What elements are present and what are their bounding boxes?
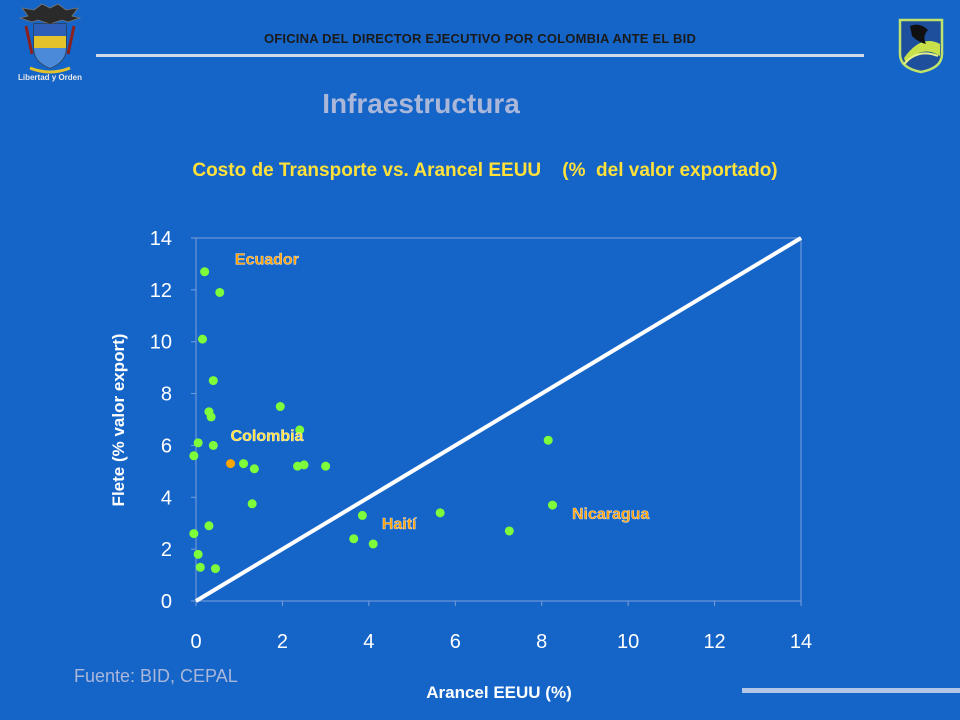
reference-diagonal-line bbox=[194, 236, 803, 603]
data-point bbox=[189, 529, 199, 539]
data-point bbox=[193, 549, 203, 559]
data-point bbox=[189, 451, 199, 461]
data-point bbox=[200, 267, 210, 277]
data-point bbox=[275, 402, 285, 412]
y-tick-label: 12 bbox=[150, 280, 172, 302]
data-point bbox=[435, 508, 445, 518]
annotation-hait: Haití bbox=[382, 516, 417, 533]
data-point bbox=[208, 376, 218, 386]
data-point bbox=[357, 510, 367, 520]
data-point bbox=[349, 534, 359, 544]
x-tick-label: 14 bbox=[790, 631, 812, 653]
data-point bbox=[208, 440, 218, 450]
y-tick-label: 2 bbox=[161, 539, 172, 561]
plot-area bbox=[195, 237, 802, 602]
x-tick-label: 4 bbox=[363, 631, 374, 653]
x-tick-label: 6 bbox=[450, 631, 461, 653]
y-tick-label: 14 bbox=[150, 228, 172, 250]
y-tick-label: 8 bbox=[161, 384, 172, 406]
annotation-colombia: Colombia bbox=[231, 428, 304, 445]
y-tick-label: 6 bbox=[161, 435, 172, 457]
source-note: Fuente: BID, CEPAL bbox=[74, 666, 238, 686]
data-point bbox=[368, 539, 378, 549]
x-tick-label: 2 bbox=[277, 631, 288, 653]
x-tick-label: 10 bbox=[617, 631, 639, 653]
data-point bbox=[504, 526, 514, 536]
x-tick-label: 12 bbox=[703, 631, 725, 653]
x-tick-label: 8 bbox=[536, 631, 547, 653]
bid-emblem-icon bbox=[898, 18, 944, 74]
data-point bbox=[195, 562, 205, 572]
data-point bbox=[197, 334, 207, 344]
data-point bbox=[206, 412, 216, 422]
data-point bbox=[295, 425, 305, 435]
x-tick-label: 0 bbox=[190, 631, 201, 653]
y-axis-label: Flete (% valor export) bbox=[109, 334, 128, 507]
coat-of-arms-caption: Libertad y Orden bbox=[18, 73, 82, 82]
data-point bbox=[548, 500, 558, 510]
x-axis-label: Arancel EEUU (%) bbox=[426, 683, 571, 702]
data-point bbox=[299, 460, 309, 470]
y-tick-label: 10 bbox=[150, 332, 172, 354]
data-point bbox=[204, 521, 214, 531]
slide-title: Infraestructura bbox=[322, 88, 520, 119]
data-point bbox=[239, 459, 249, 469]
data-point bbox=[247, 499, 257, 509]
data-point bbox=[210, 564, 220, 574]
data-point bbox=[543, 435, 553, 445]
coat-of-arms-icon: Libertad y Orden bbox=[18, 3, 82, 82]
data-point-colombia bbox=[226, 459, 236, 469]
data-point bbox=[215, 287, 225, 297]
chart-subtitle: Costo de Transporte vs. Arancel EEUU (% … bbox=[192, 160, 778, 181]
footer-bar bbox=[742, 688, 960, 693]
annotation-ecuador: Ecuador bbox=[235, 252, 299, 269]
y-tick-label: 4 bbox=[161, 487, 172, 509]
data-point bbox=[249, 464, 259, 474]
data-point bbox=[321, 461, 331, 471]
annotation-nicaragua: Nicaragua bbox=[572, 506, 649, 523]
data-point bbox=[193, 438, 203, 448]
y-tick-label: 0 bbox=[161, 591, 172, 613]
header-divider bbox=[96, 54, 864, 57]
office-header: OFICINA DEL DIRECTOR EJECUTIVO POR COLOM… bbox=[263, 31, 697, 46]
